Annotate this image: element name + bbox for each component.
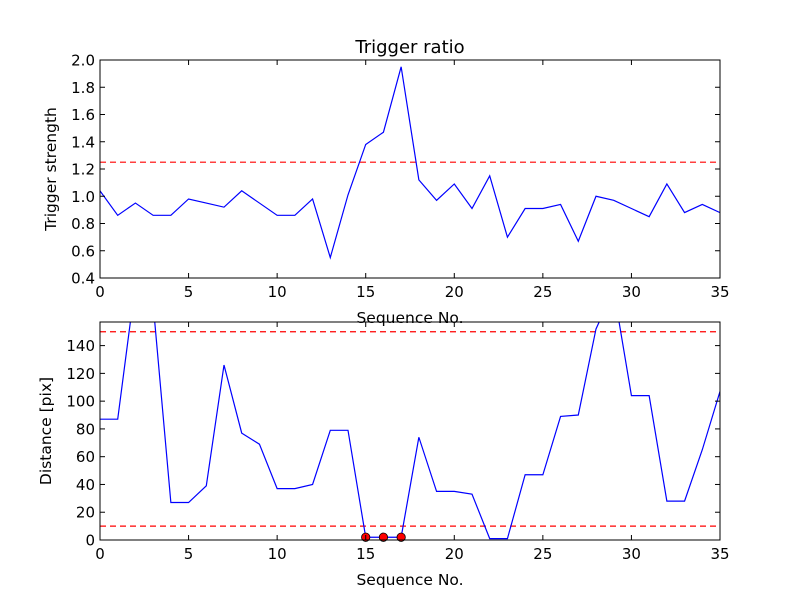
distance-x-tick-label: 10 xyxy=(268,545,287,563)
trigger-ratio-y-tick-label: 1.8 xyxy=(71,79,95,97)
trigger-ratio-y-tick-label: 1.6 xyxy=(71,106,95,124)
distance-x-tick-label: 20 xyxy=(445,545,464,563)
trigger-ratio-x-tick-label: 30 xyxy=(622,283,641,301)
trigger-ratio-x-axis-label: Sequence No. xyxy=(356,309,463,327)
trigger-ratio-ticks: 0 5 10 15 20 25 30 35 0.4 0.6 0.8 1.0 1.2 1.4 1.6 1.8 2.… xyxy=(71,52,729,302)
distance-y-tick-label: 120 xyxy=(66,365,95,383)
distance-x-tick-label: 30 xyxy=(622,545,641,563)
trigger-ratio-x-tick-label: 0 xyxy=(95,283,105,301)
trigger-ratio-y-tick-label: 1.4 xyxy=(71,133,95,151)
distance-x-tick-label: 35 xyxy=(710,545,729,563)
trigger-ratio-y-tick-label: 1.0 xyxy=(71,188,95,206)
trigger-ratio-x-tick-label: 5 xyxy=(184,283,194,301)
distance-y-tick-label: 40 xyxy=(76,476,95,494)
distance-x-axis-label: Sequence No. xyxy=(356,571,463,589)
distance-y-tick-label: 80 xyxy=(76,420,95,438)
distance-chart: 0 5 10 15 20 25 30 35 0 20 40 60 80 100 120 140 Sequenc… xyxy=(37,321,730,589)
trigger-ratio-x-tick-label: 25 xyxy=(533,283,552,301)
trigger-ratio-y-tick-label: 2.0 xyxy=(71,52,95,70)
distance-marker-point-1 xyxy=(378,532,389,542)
trigger-ratio-chart: 0 5 10 15 20 25 30 35 0.4 0.6 0.8 1.0 1.2 1.4 1.6 1.8 2.… xyxy=(42,37,730,327)
trigger-ratio-x-tick-label: 15 xyxy=(356,283,375,301)
distance-plot-area xyxy=(100,322,720,542)
trigger-ratio-y-tick-label: 0.8 xyxy=(71,215,95,233)
trigger-ratio-title: Trigger ratio xyxy=(354,37,464,58)
distance-y-axis-label: Distance [pix] xyxy=(37,377,55,485)
distance-x-tick-label: 15 xyxy=(356,545,375,563)
trigger-ratio-plot-area xyxy=(100,66,720,260)
distance-y-tick-label: 60 xyxy=(76,448,95,466)
trigger-ratio-x-tick-label: 10 xyxy=(268,283,287,301)
distance-x-tick-label: 25 xyxy=(533,545,552,563)
distance-y-tick-label: 100 xyxy=(66,393,95,411)
distance-ticks: 0 5 10 15 20 25 30 35 0 20 40 60 80 100 120 140 xyxy=(66,322,730,563)
trigger-ratio-y-tick-label: 1.2 xyxy=(71,161,95,179)
distance-series-line-0 xyxy=(100,322,720,540)
distance-y-tick-label: 140 xyxy=(66,337,95,355)
trigger-ratio-y-tick-label: 0.4 xyxy=(71,270,95,288)
distance-clipped-marks xyxy=(100,322,720,540)
trigger-ratio-series-line-0 xyxy=(100,66,720,260)
distance-x-tick-label: 5 xyxy=(184,545,194,563)
trigger-ratio-x-tick-label: 20 xyxy=(445,283,464,301)
distance-axes-frame xyxy=(99,321,721,541)
distance-y-tick-label: 0 xyxy=(85,532,95,550)
distance-x-tick-label: 0 xyxy=(95,545,105,563)
trigger-ratio-clipped-marks xyxy=(100,66,720,260)
trigger-ratio-y-tick-label: 0.6 xyxy=(71,242,95,260)
distance-y-tick-label: 20 xyxy=(76,504,95,522)
trigger-ratio-x-tick-label: 35 xyxy=(710,283,729,301)
distance-marker-point-2 xyxy=(396,532,406,542)
trigger-ratio-y-axis-label: Trigger strength xyxy=(42,107,60,232)
